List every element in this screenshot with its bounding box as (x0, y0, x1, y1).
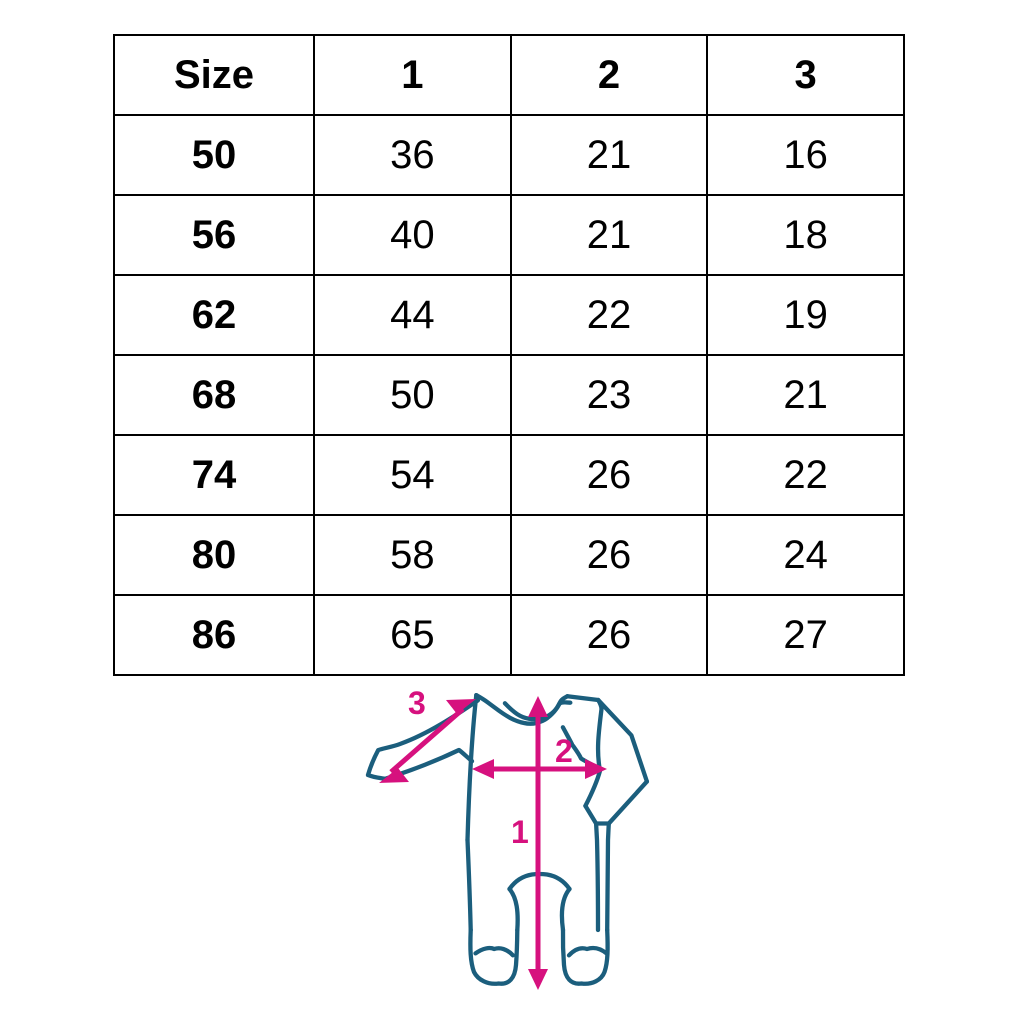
svg-text:2: 2 (555, 733, 573, 769)
svg-text:3: 3 (408, 685, 426, 721)
svg-text:1: 1 (511, 814, 529, 850)
